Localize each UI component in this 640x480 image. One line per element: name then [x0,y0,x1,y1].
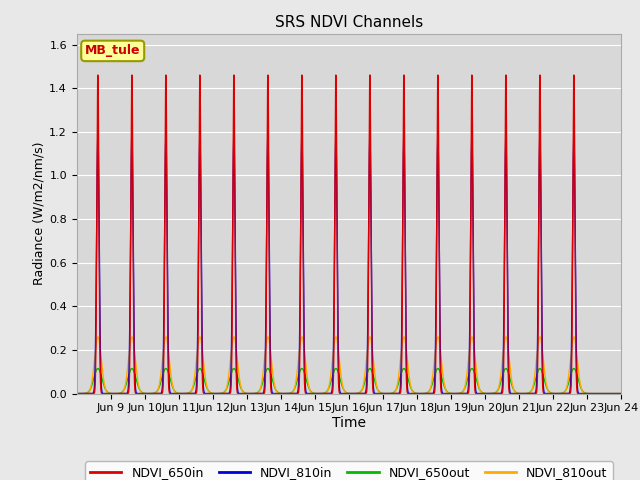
NDVI_650out [247,391,255,396]
NDVI_810out [94,334,102,340]
NDVI_650out [536,366,543,372]
NDVI_810out [515,391,522,396]
NDVI_810out [247,391,255,396]
NDVI_650out [617,391,625,396]
NDVI_650in [554,391,562,396]
NDVI_650out [515,391,522,396]
Text: MB_tule: MB_tule [85,44,140,58]
NDVI_810out [73,391,81,396]
NDVI_650in [73,391,81,396]
NDVI_810out [617,391,625,396]
Y-axis label: Radiance (W/m2/nm/s): Radiance (W/m2/nm/s) [32,142,45,285]
Line: NDVI_810in: NDVI_810in [77,136,621,394]
Line: NDVI_650in: NDVI_650in [77,75,621,394]
NDVI_810out [133,374,141,380]
NDVI_650in [247,391,255,396]
NDVI_650in [609,391,617,396]
Title: SRS NDVI Channels: SRS NDVI Channels [275,15,423,30]
NDVI_650out [73,391,81,396]
NDVI_650out [94,366,102,372]
Line: NDVI_810out: NDVI_810out [77,337,621,394]
NDVI_650out [554,391,562,396]
NDVI_810in [617,391,625,396]
NDVI_810out [481,391,489,396]
NDVI_810in [536,143,543,148]
NDVI_810in [481,391,489,396]
NDVI_810in [133,391,141,396]
NDVI_650out [481,391,489,396]
NDVI_810in [515,391,522,396]
NDVI_650in [536,91,543,96]
Line: NDVI_650out: NDVI_650out [77,369,621,394]
NDVI_650in [515,391,522,396]
NDVI_650in [617,391,625,396]
NDVI_810out [554,391,562,396]
NDVI_810in [73,391,81,396]
NDVI_810out [536,334,543,340]
NDVI_810in [554,391,562,396]
X-axis label: Time: Time [332,416,366,430]
Legend: NDVI_650in, NDVI_810in, NDVI_650out, NDVI_810out: NDVI_650in, NDVI_810in, NDVI_650out, NDV… [85,461,612,480]
NDVI_650in [133,391,141,396]
NDVI_650out [133,380,141,386]
NDVI_810in [247,391,255,396]
NDVI_650in [481,391,489,396]
NDVI_810in [94,133,102,139]
NDVI_650in [94,72,102,78]
